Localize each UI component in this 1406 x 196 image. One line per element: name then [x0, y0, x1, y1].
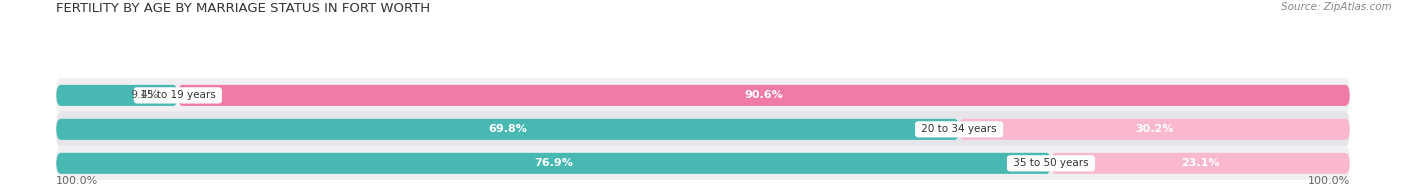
- Text: 20 to 34 years: 20 to 34 years: [918, 124, 1000, 134]
- FancyBboxPatch shape: [959, 119, 1350, 140]
- Text: 100.0%: 100.0%: [56, 176, 98, 186]
- Text: 100.0%: 100.0%: [1308, 176, 1350, 186]
- Text: FERTILITY BY AGE BY MARRIAGE STATUS IN FORT WORTH: FERTILITY BY AGE BY MARRIAGE STATUS IN F…: [56, 2, 430, 15]
- FancyBboxPatch shape: [56, 77, 1350, 113]
- Text: 35 to 50 years: 35 to 50 years: [1010, 158, 1092, 168]
- Text: 9.4%: 9.4%: [129, 90, 159, 100]
- Text: 69.8%: 69.8%: [488, 124, 527, 134]
- Text: 23.1%: 23.1%: [1181, 158, 1219, 168]
- FancyBboxPatch shape: [56, 145, 1350, 181]
- Text: 76.9%: 76.9%: [534, 158, 574, 168]
- FancyBboxPatch shape: [56, 112, 1350, 147]
- Text: Source: ZipAtlas.com: Source: ZipAtlas.com: [1281, 2, 1392, 12]
- FancyBboxPatch shape: [56, 85, 177, 106]
- FancyBboxPatch shape: [56, 119, 959, 140]
- Text: 90.6%: 90.6%: [744, 90, 783, 100]
- FancyBboxPatch shape: [56, 153, 1050, 174]
- FancyBboxPatch shape: [1050, 153, 1350, 174]
- FancyBboxPatch shape: [177, 85, 1350, 106]
- Text: 15 to 19 years: 15 to 19 years: [136, 90, 219, 100]
- Text: 30.2%: 30.2%: [1135, 124, 1174, 134]
